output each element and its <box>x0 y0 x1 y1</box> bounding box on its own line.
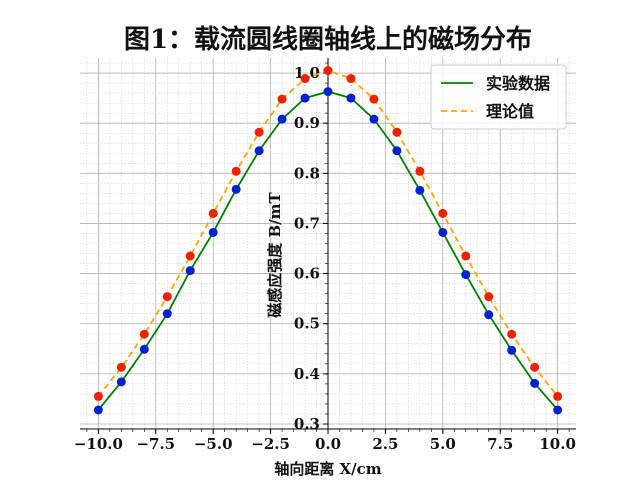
series-1 <box>93 66 563 401</box>
data-point <box>346 74 356 84</box>
x-tick-label: −10.0 <box>74 435 123 453</box>
data-point <box>139 329 149 339</box>
data-point <box>392 146 402 156</box>
data-point <box>277 94 287 104</box>
data-point <box>507 329 517 339</box>
series-0 <box>93 87 563 415</box>
data-point <box>507 345 517 355</box>
x-tick-label: −2.5 <box>251 435 290 453</box>
x-tick-label: −5.0 <box>194 435 233 453</box>
x-tick-label: −7.5 <box>136 435 175 453</box>
data-point <box>415 166 425 176</box>
data-point <box>162 309 172 319</box>
data-point <box>185 251 195 261</box>
y-tick-label: 0.8 <box>294 164 320 182</box>
x-tick-label: 5.0 <box>430 435 456 453</box>
data-point <box>208 208 218 218</box>
data-point <box>139 344 149 354</box>
legend-label: 实验数据 <box>486 74 550 93</box>
data-point <box>530 362 540 372</box>
data-point <box>415 185 425 195</box>
data-point <box>484 310 494 320</box>
data-point <box>530 378 540 388</box>
data-point <box>93 405 103 415</box>
y-tick-label: 0.7 <box>294 214 320 232</box>
y-tick-label: 1.0 <box>294 64 320 82</box>
x-tick-label: 0.0 <box>315 435 341 453</box>
data-point <box>277 114 287 124</box>
data-point <box>438 208 448 218</box>
data-point <box>116 377 126 387</box>
data-point <box>461 270 471 280</box>
x-axis-label: 轴向距离 X/cm <box>274 460 381 478</box>
data-point <box>93 391 103 401</box>
y-tick-label: 0.6 <box>294 265 320 283</box>
data-point <box>438 227 448 237</box>
legend-box <box>430 64 567 130</box>
x-tick-label: 2.5 <box>372 435 398 453</box>
data-point <box>553 405 563 415</box>
data-point <box>254 146 264 156</box>
y-tick-label: 0.9 <box>294 114 320 132</box>
data-point <box>323 66 333 76</box>
data-point <box>300 74 310 84</box>
data-point <box>208 227 218 237</box>
x-tick-label: 10.0 <box>539 435 576 453</box>
data-point <box>323 87 333 97</box>
data-point <box>461 251 471 261</box>
ticks: −10.0 −7.5 −5.0 −2.5 0.0 2.5 5.0 7.5 10.0 0.3 0.4 0… <box>74 62 576 453</box>
data-point <box>231 166 241 176</box>
y-tick-label: 0.5 <box>294 315 320 333</box>
data-point <box>116 362 126 372</box>
data-point <box>369 114 379 124</box>
y-axis-label: 磁感应强度 B/mT <box>266 191 284 317</box>
series-layer <box>93 66 563 415</box>
data-point <box>346 93 356 103</box>
data-point <box>369 94 379 104</box>
y-tick-label: 0.4 <box>294 365 320 383</box>
legend-label: 理论值 <box>486 102 534 121</box>
data-point <box>185 266 195 276</box>
chart-title: 图1：载流圆线圈轴线上的磁场分布 <box>124 24 532 55</box>
data-point <box>392 127 402 137</box>
data-point <box>484 292 494 302</box>
data-point <box>162 292 172 302</box>
data-point <box>231 184 241 194</box>
data-point <box>300 93 310 103</box>
x-tick-label: 7.5 <box>487 435 513 453</box>
data-point <box>254 127 264 137</box>
data-point <box>553 391 563 401</box>
y-tick-label: 0.3 <box>294 415 320 433</box>
